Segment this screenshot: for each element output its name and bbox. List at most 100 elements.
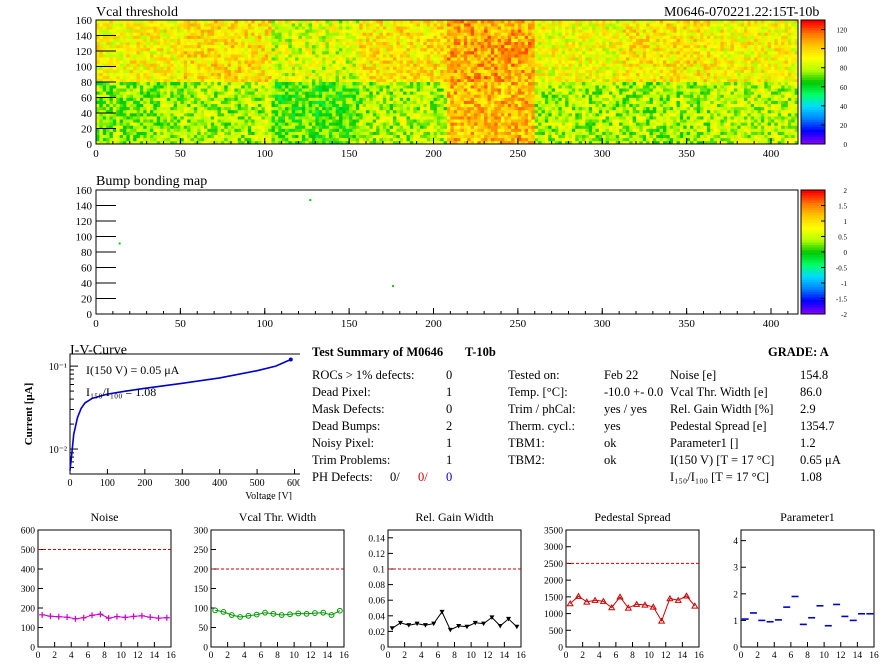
vcal-map-cell <box>450 72 455 77</box>
vcal-map-cell <box>366 69 370 73</box>
vcal-map-cell <box>106 47 110 52</box>
vcal-map-cell <box>234 131 239 135</box>
vcal-map-cell <box>305 78 309 83</box>
vcal-map-cell <box>710 60 714 64</box>
vcal-map-cell <box>652 69 657 73</box>
vcal-map-cell <box>268 140 272 145</box>
vcal-map-cell <box>106 75 110 80</box>
vcal-map-cell <box>382 63 387 67</box>
vcal-map-cell <box>281 26 286 30</box>
vcal-map-cell <box>700 78 704 83</box>
vcal-map-cell <box>258 38 262 42</box>
vcal-map-cell <box>484 51 488 55</box>
vcal-map-cell <box>642 26 647 30</box>
vcal-map-cell <box>669 54 674 58</box>
vcal-map-cell <box>170 94 174 98</box>
vcal-map-cell <box>305 57 309 61</box>
vcal-map-cell <box>409 63 414 67</box>
vcal-map-cell <box>207 131 212 135</box>
vcal-map-cell <box>760 75 765 80</box>
vcal-map-cell <box>754 41 758 46</box>
vcal-map-cell <box>494 32 498 36</box>
vcal-map-cell <box>214 140 218 145</box>
vcal-map-cell <box>362 69 367 73</box>
vcal-map-cell <box>126 23 131 27</box>
vcal-map-cell <box>467 47 471 52</box>
vcal-map-cell <box>534 29 539 33</box>
vcal-map-cell <box>251 66 255 70</box>
vcal-map-cell <box>247 35 252 39</box>
vcal-map-cell <box>163 128 168 132</box>
vcal-map-cell <box>453 57 458 61</box>
vcal-map-cell <box>166 26 171 30</box>
vcal-map-cell <box>119 119 124 123</box>
vcal-map-cell <box>160 128 164 132</box>
vcal-map-cell <box>261 41 266 46</box>
vcal-map-cell <box>666 38 671 42</box>
vcal-map-cell <box>463 69 468 73</box>
vcal-map-cell <box>315 72 320 77</box>
vcal-map-cell <box>558 69 563 73</box>
vcal-map-cell <box>514 57 519 61</box>
vcal-map-cell <box>214 122 218 126</box>
vcal-map-cell <box>146 72 151 77</box>
vcal-map-cell <box>703 75 708 80</box>
vcal-map-cell <box>102 116 107 120</box>
vcal-map-cell <box>339 41 343 46</box>
vcal-map-cell <box>133 113 137 117</box>
vcal-map-cell <box>166 66 171 70</box>
vcal-map-cell <box>119 113 124 117</box>
vcal-map-cell <box>747 75 752 80</box>
vcal-map-cell <box>112 26 117 30</box>
vcal-map-cell <box>781 60 785 64</box>
vcal-map-cell <box>639 32 644 36</box>
vcal-map-cell <box>632 69 637 73</box>
vcal-map-cell <box>247 63 252 67</box>
vcal-map-cell <box>136 47 141 52</box>
vcal-map-cell <box>403 32 407 36</box>
vcal-map-cell <box>369 75 374 80</box>
vcal-map-cell <box>706 35 711 39</box>
vcal-map-cell <box>136 57 141 61</box>
vcal-map-cell <box>325 20 330 24</box>
vcal-map-cell <box>156 131 161 135</box>
vcal-map-cell <box>561 54 566 58</box>
vcal-map-cell <box>139 88 144 92</box>
vcal-map-cell <box>467 20 471 24</box>
vcal-map-cell <box>450 57 455 61</box>
vcal-map-cell <box>247 38 252 42</box>
vcal-map-cell <box>490 23 495 27</box>
vcal-map-cell <box>180 91 185 95</box>
vcal-map-cell <box>129 35 134 39</box>
vcal-map-cell <box>207 78 212 83</box>
vcal-map-cell <box>673 23 677 27</box>
vcal-map-cell <box>561 38 566 42</box>
vcal-map-cell <box>96 122 100 126</box>
vcal-map-cell <box>487 35 492 39</box>
vcal-map-cell <box>126 106 131 111</box>
vcal-map-cell <box>264 35 269 39</box>
vcal-map-cell <box>538 41 542 46</box>
vcal-map-cell <box>187 72 191 77</box>
vcal-map-cell <box>514 69 519 73</box>
vcal-map-cell <box>102 72 107 77</box>
vcal-map-cell <box>443 44 448 49</box>
vcal-map-cell <box>177 113 181 117</box>
vcal-map-cell <box>494 57 498 61</box>
vcal-map-cell <box>372 32 377 36</box>
vcal-map-cell <box>777 29 782 33</box>
vcal-map-cell <box>288 41 293 46</box>
vcal-map-cell <box>787 23 792 27</box>
vcal-map-cell <box>369 57 374 61</box>
vcal-map-cell <box>551 75 556 80</box>
vcal-map-cell <box>254 20 259 24</box>
vcal-map-cell <box>139 57 144 61</box>
vcal-map-cell <box>436 54 441 58</box>
vcal-map-cell <box>663 29 667 33</box>
vcal-map-cell <box>703 32 708 36</box>
vcal-map-cell <box>160 60 164 64</box>
vcal-map-cell <box>592 44 596 49</box>
vcal-map-cell <box>251 41 255 46</box>
vcal-map-cell <box>636 44 640 49</box>
vcal-map-cell <box>278 44 282 49</box>
